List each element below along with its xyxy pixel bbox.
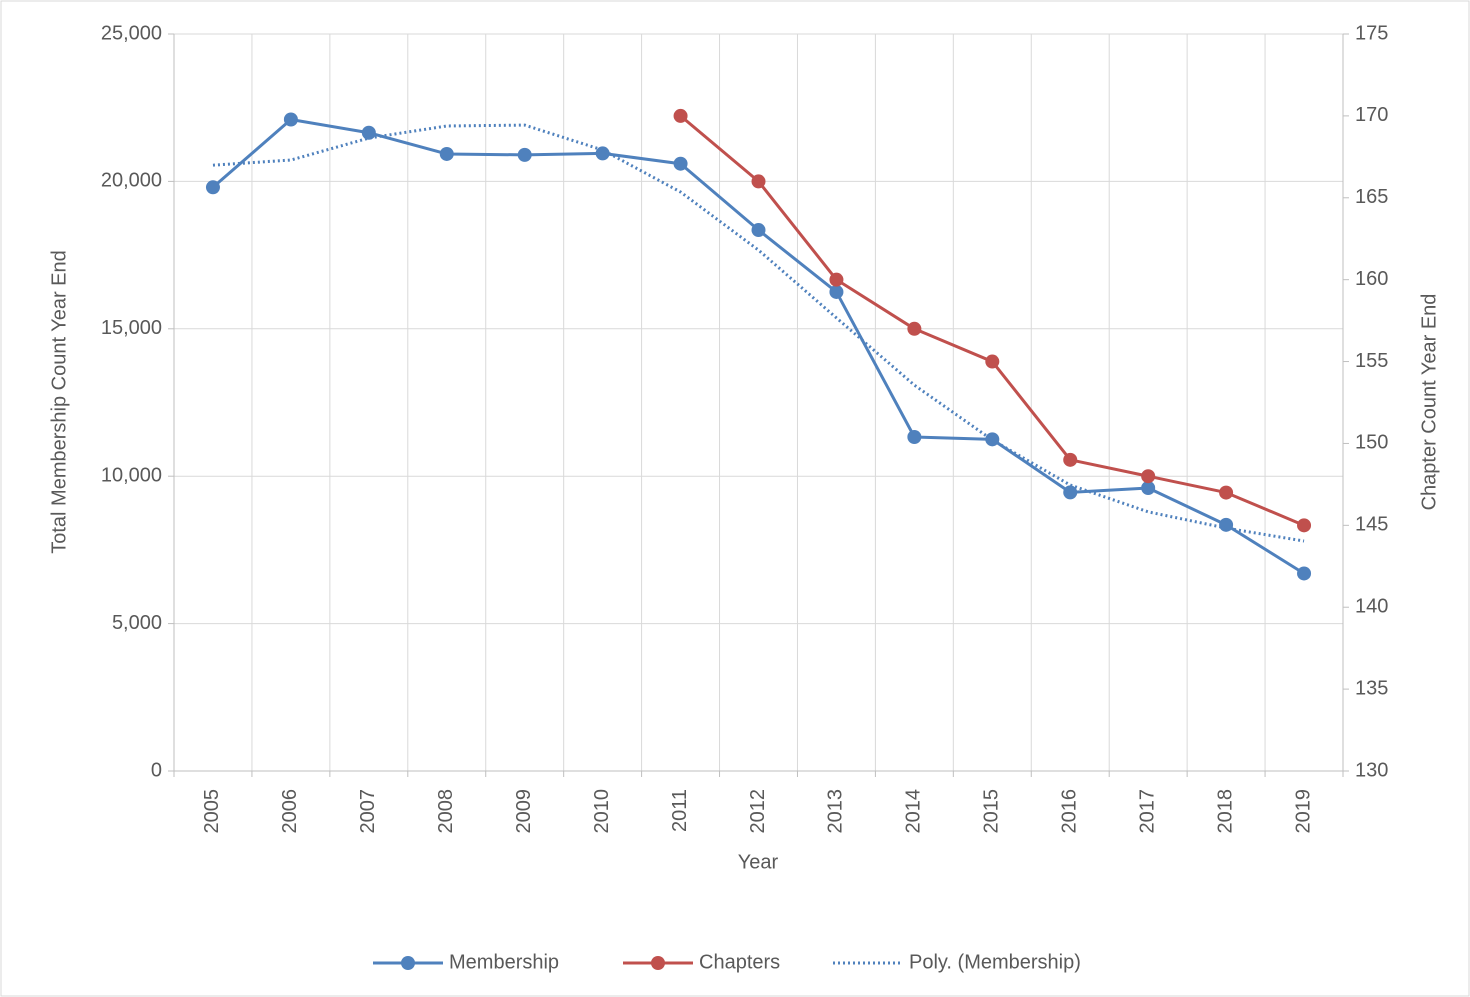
y2-tick-label: 135 [1355,677,1388,699]
x-tick-label: 2019 [1292,789,1314,834]
marker [751,174,766,189]
x-tick-label: 2010 [591,789,613,834]
x-tick-label: 2007 [357,789,379,834]
x-tick-label: 2015 [981,789,1003,834]
marker [1063,485,1078,500]
marker [985,354,1000,369]
y-axis-title: Total Membership Count Year End [48,250,70,554]
marker [1141,469,1156,484]
marker [907,321,922,336]
marker [751,223,766,238]
trend-line [212,123,1305,543]
marker [907,429,922,444]
x-tick-label: 2006 [279,789,301,834]
marker [595,146,610,161]
x-tick-label: 2005 [201,789,223,834]
legend-label: Poly. (Membership) [909,951,1081,973]
marker [673,108,688,123]
marker [673,156,688,171]
marker [829,272,844,287]
marker [985,432,1000,447]
legend-label: Membership [449,951,559,973]
legend-label: Chapters [699,951,780,973]
marker [517,147,532,162]
y2-tick-label: 170 [1355,104,1388,126]
marker [1297,566,1312,581]
y2-axis-title: Chapter Count Year End [1418,294,1440,511]
x-tick-label: 2018 [1214,789,1236,834]
x-tick-label: 2009 [513,789,535,834]
marker [1219,485,1234,500]
x-tick-label: 2008 [435,789,457,834]
marker [1141,480,1156,495]
marker [1219,517,1234,532]
y-tick-label: 20,000 [101,170,162,192]
y2-tick-label: 140 [1355,596,1388,618]
x-tick-label: 2017 [1136,789,1158,834]
x-tick-label: 2013 [825,789,847,834]
y2-tick-label: 155 [1355,350,1388,372]
marker [439,146,454,161]
y2-tick-label: 130 [1355,759,1388,781]
y2-tick-label: 165 [1355,186,1388,208]
x-tick-label: 2016 [1059,789,1081,834]
legend-marker [651,956,665,970]
legend-marker [401,956,415,970]
x-tick-label: 2014 [903,789,925,834]
marker [1063,452,1078,467]
x-axis-title: Year [738,851,779,873]
y2-tick-label: 150 [1355,432,1388,454]
y-tick-label: 25,000 [101,22,162,44]
y2-tick-label: 175 [1355,22,1388,44]
x-tick-label: 2011 [669,789,691,832]
x-tick-label: 2012 [747,789,769,834]
y2-tick-label: 160 [1355,268,1388,290]
y-tick-label: 10,000 [101,464,162,486]
y-tick-label: 0 [151,759,162,781]
y2-tick-label: 145 [1355,514,1388,536]
marker [205,180,220,195]
marker [283,112,298,127]
y-tick-label: 5,000 [112,612,162,634]
marker [829,284,844,299]
y-tick-label: 15,000 [101,317,162,339]
marker [1297,518,1312,533]
marker [361,125,376,140]
